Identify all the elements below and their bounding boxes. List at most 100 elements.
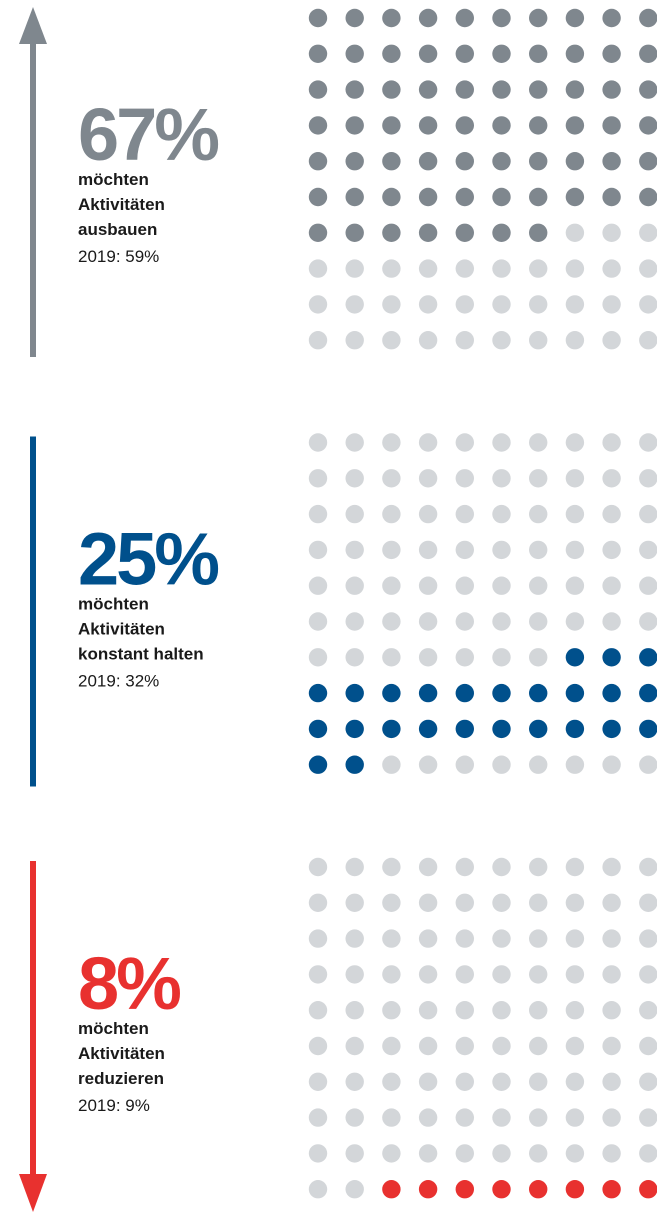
filled-dot bbox=[492, 187, 511, 207]
empty-dot bbox=[345, 1001, 364, 1020]
filled-dot bbox=[565, 44, 585, 63]
empty-dot bbox=[639, 1144, 657, 1163]
empty-dot bbox=[602, 1001, 621, 1020]
filled-dot bbox=[529, 44, 548, 63]
empty-dot bbox=[382, 612, 401, 631]
empty-dot bbox=[345, 576, 364, 595]
empty-dot bbox=[565, 295, 585, 314]
empty-dot bbox=[639, 504, 657, 524]
previous-year: 2019: 59% bbox=[78, 247, 159, 266]
empty-dot bbox=[565, 331, 585, 350]
empty-dot bbox=[418, 433, 438, 452]
filled-dot bbox=[492, 8, 511, 28]
filled-dot bbox=[382, 683, 401, 703]
empty-dot bbox=[565, 1144, 585, 1163]
empty-dot bbox=[455, 576, 474, 595]
filled-dot bbox=[455, 719, 474, 739]
filled-dot bbox=[418, 116, 438, 135]
filled-dot bbox=[382, 223, 401, 242]
filled-dot bbox=[382, 116, 401, 135]
empty-dot bbox=[492, 576, 511, 595]
empty-dot bbox=[565, 223, 585, 242]
empty-dot bbox=[602, 755, 621, 774]
empty-dot bbox=[308, 540, 328, 560]
empty-dot bbox=[492, 648, 511, 667]
filled-dot bbox=[345, 683, 364, 703]
empty-dot bbox=[418, 1072, 438, 1092]
empty-dot bbox=[418, 576, 438, 595]
filled-dot bbox=[565, 80, 585, 99]
empty-dot bbox=[639, 1108, 657, 1127]
empty-dot bbox=[308, 648, 328, 667]
filled-dot bbox=[418, 8, 438, 28]
share-label: möchten bbox=[78, 1019, 149, 1038]
empty-dot bbox=[308, 576, 328, 595]
empty-dot bbox=[308, 965, 328, 984]
empty-dot bbox=[492, 612, 511, 631]
filled-dot bbox=[345, 152, 364, 171]
empty-dot bbox=[308, 1036, 328, 1056]
empty-dot bbox=[418, 469, 438, 488]
empty-dot bbox=[529, 1072, 548, 1092]
empty-dot bbox=[382, 1108, 401, 1127]
empty-dot bbox=[529, 965, 548, 984]
empty-dot bbox=[308, 1180, 328, 1199]
filled-dot bbox=[639, 152, 657, 171]
empty-dot bbox=[565, 1036, 585, 1056]
filled-dot bbox=[455, 44, 474, 63]
empty-dot bbox=[455, 469, 474, 488]
empty-dot bbox=[639, 612, 657, 631]
filled-dot bbox=[639, 648, 657, 667]
empty-dot bbox=[639, 469, 657, 488]
filled-dot bbox=[529, 152, 548, 171]
empty-dot bbox=[345, 1036, 364, 1056]
filled-dot bbox=[602, 648, 621, 667]
empty-dot bbox=[565, 755, 585, 774]
empty-dot bbox=[345, 965, 364, 984]
filled-dot bbox=[418, 683, 438, 703]
empty-dot bbox=[565, 893, 585, 912]
empty-dot bbox=[602, 540, 621, 560]
filled-dot bbox=[308, 152, 328, 171]
empty-dot bbox=[455, 331, 474, 350]
empty-dot bbox=[565, 469, 585, 488]
empty-dot bbox=[602, 433, 621, 452]
empty-dot bbox=[602, 469, 621, 488]
waffle-panel: 25%möchten Aktivitäten konstant halten 2019… bbox=[30, 433, 657, 787]
empty-dot bbox=[308, 1144, 328, 1163]
empty-dot bbox=[639, 223, 657, 242]
empty-dot bbox=[308, 331, 328, 350]
filled-dot bbox=[382, 719, 401, 739]
empty-dot bbox=[492, 433, 511, 452]
empty-dot bbox=[492, 1144, 511, 1163]
empty-dot bbox=[382, 540, 401, 560]
filled-dot bbox=[418, 187, 438, 207]
empty-dot bbox=[455, 259, 474, 278]
empty-dot bbox=[308, 469, 328, 488]
empty-dot bbox=[565, 433, 585, 452]
empty-dot bbox=[529, 1036, 548, 1056]
empty-dot bbox=[565, 1072, 585, 1092]
empty-dot bbox=[492, 1108, 511, 1127]
filled-dot bbox=[639, 683, 657, 703]
filled-dot bbox=[382, 152, 401, 171]
empty-dot bbox=[602, 504, 621, 524]
filled-dot bbox=[418, 1180, 438, 1199]
filled-dot bbox=[308, 755, 328, 774]
empty-dot bbox=[345, 540, 364, 560]
empty-dot bbox=[602, 331, 621, 350]
filled-dot bbox=[602, 116, 621, 135]
empty-dot bbox=[602, 576, 621, 595]
filled-dot bbox=[345, 80, 364, 99]
empty-dot bbox=[529, 929, 548, 948]
filled-dot bbox=[345, 116, 364, 135]
filled-dot bbox=[455, 152, 474, 171]
empty-dot bbox=[382, 295, 401, 314]
empty-dot bbox=[492, 1072, 511, 1092]
filled-dot bbox=[492, 1180, 511, 1199]
empty-dot bbox=[345, 1180, 364, 1199]
filled-dot bbox=[345, 719, 364, 739]
empty-dot bbox=[492, 929, 511, 948]
empty-dot bbox=[529, 857, 548, 877]
filled-dot bbox=[529, 8, 548, 28]
